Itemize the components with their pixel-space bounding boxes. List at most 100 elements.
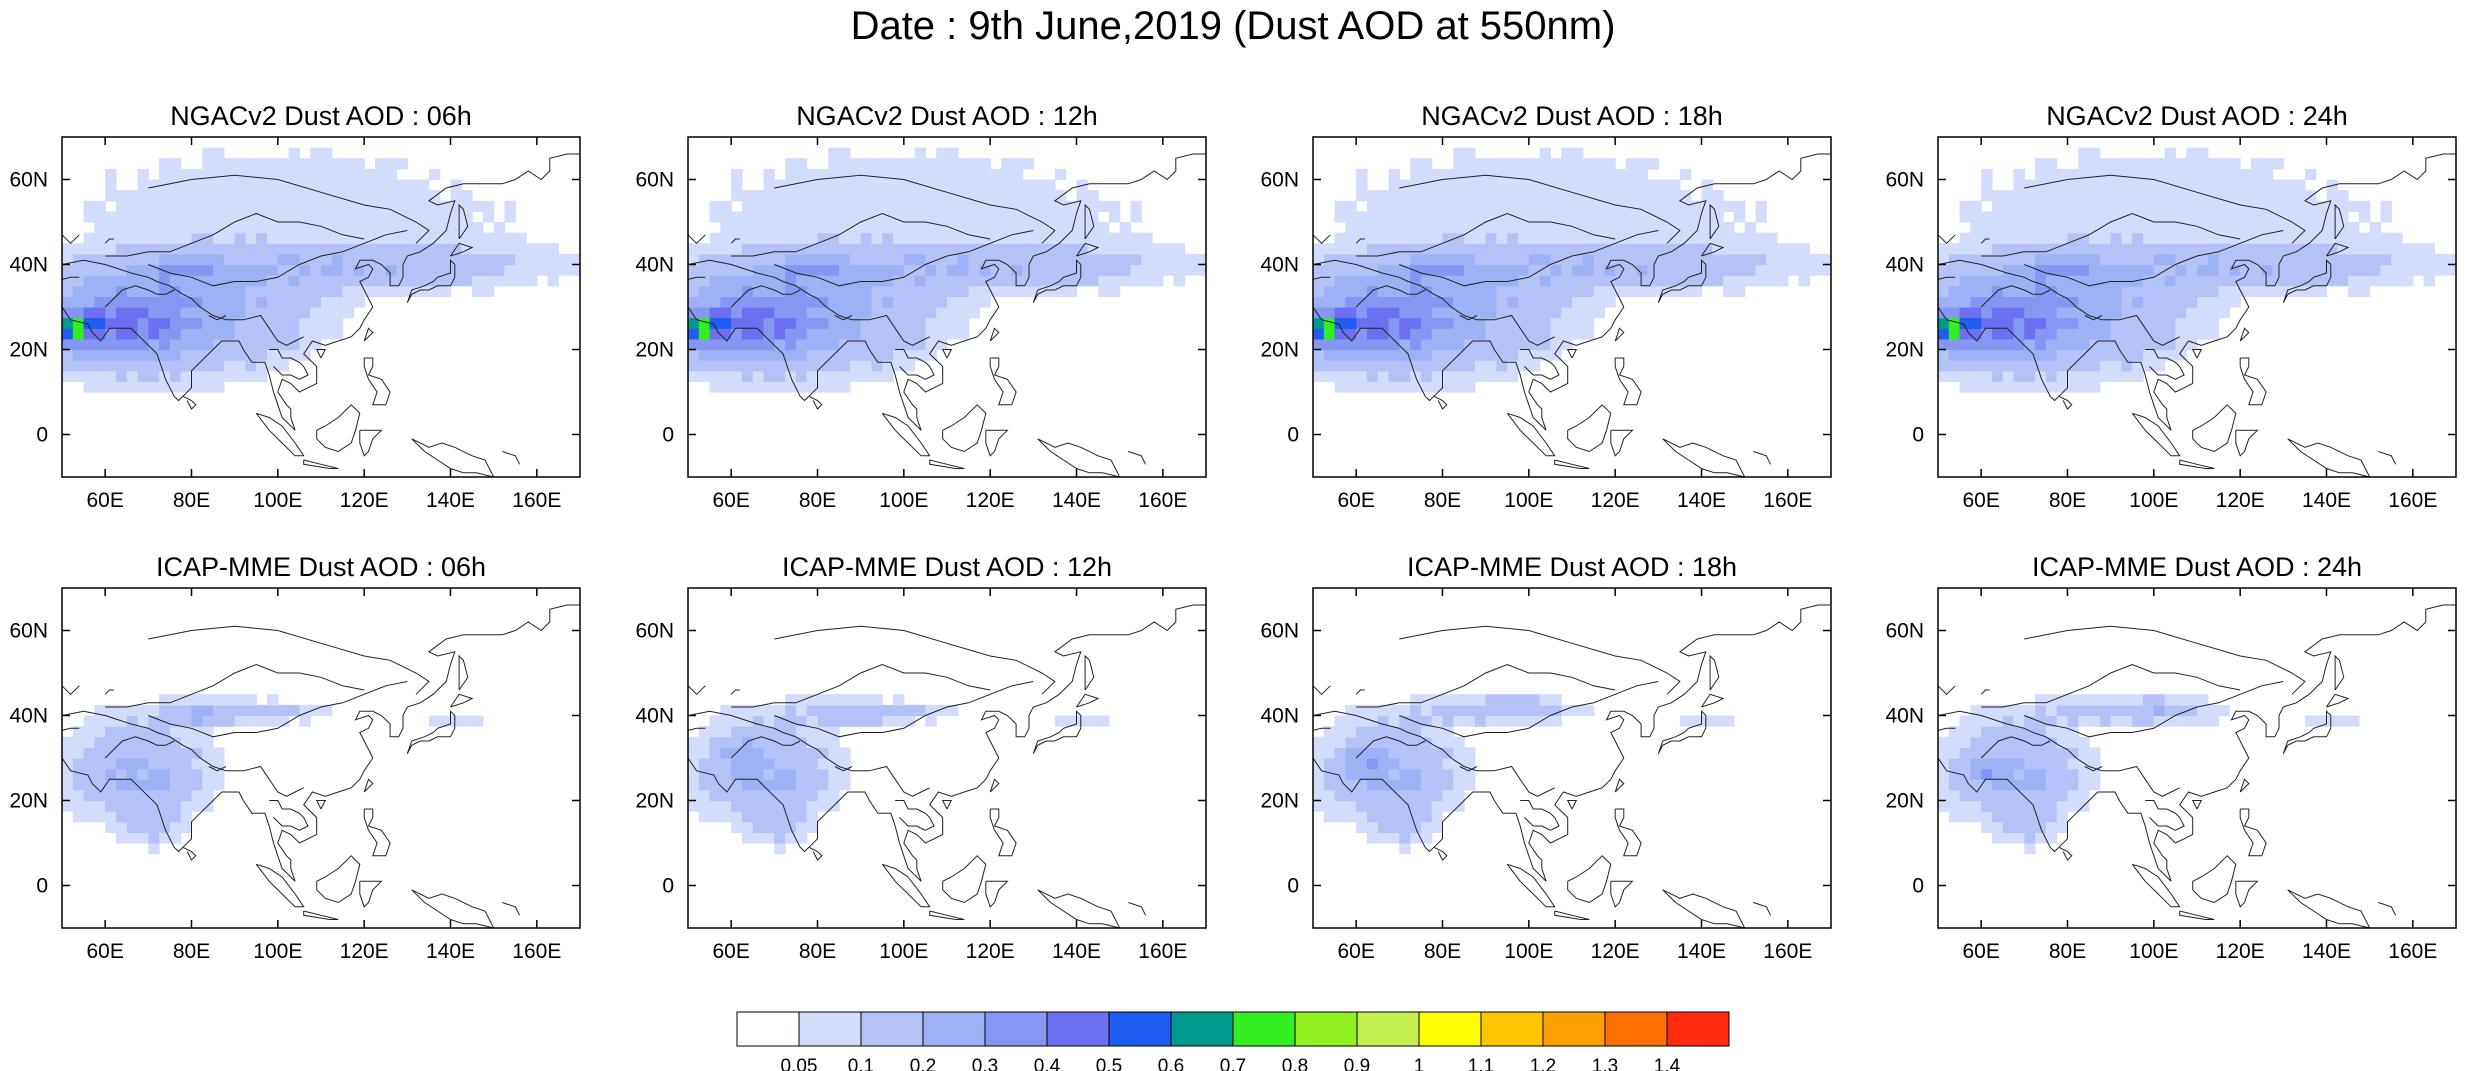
aod-cell [914, 307, 927, 319]
aod-cell [159, 381, 171, 393]
aod-cell [2056, 821, 2069, 833]
aod-cell [1572, 179, 1584, 191]
aod-cell [472, 200, 484, 212]
aod-cell [860, 222, 873, 234]
aod-cell [688, 768, 700, 780]
aod-cell [968, 232, 980, 244]
aod-cell [169, 275, 182, 287]
aod-cell [1420, 328, 1433, 340]
aod-cell [806, 736, 819, 748]
aod-cell [321, 328, 333, 340]
aod-cell [1496, 349, 1508, 361]
aod-cell [1410, 779, 1422, 791]
aod-cell [256, 243, 268, 255]
aod-cell [1054, 253, 1067, 266]
aod-cell [1981, 758, 1993, 770]
aod-cell [1561, 328, 1573, 340]
aod-cell [2045, 726, 2058, 738]
aod-cell [213, 307, 225, 319]
aod-cell [2153, 158, 2166, 170]
aod-cell [1345, 768, 1357, 780]
aod-cell [2002, 232, 2015, 244]
aod-cell [310, 328, 322, 340]
aod-cell [396, 285, 408, 297]
coastline [1313, 710, 1555, 797]
aod-cell [709, 779, 721, 791]
aod-cell [752, 789, 765, 802]
aod-cell [1313, 296, 1325, 308]
aod-cell [2121, 370, 2133, 382]
aod-cell [720, 243, 732, 255]
aod-cell [1959, 200, 1971, 212]
aod-cell [2089, 349, 2101, 361]
aod-cell [2024, 704, 2036, 717]
aod-cell [83, 338, 95, 351]
aod-cell [957, 243, 970, 255]
aod-cell [256, 296, 268, 308]
aod-cell [94, 736, 106, 748]
aod-cell [1539, 328, 1552, 340]
aod-cell [688, 317, 700, 329]
aod-cell [1388, 800, 1400, 812]
aod-cell [806, 253, 819, 266]
aod-cell [1561, 704, 1573, 717]
aod-cell [2121, 317, 2133, 329]
aod-cell [137, 168, 149, 181]
coastline [1313, 153, 1831, 431]
aod-cell [1615, 222, 1627, 234]
aod-cell [1366, 200, 1379, 212]
aod-cell [795, 264, 808, 276]
aod-cell [180, 296, 193, 308]
aod-cell [2261, 285, 2274, 297]
aod-cell [213, 190, 225, 202]
aod-cell [2035, 158, 2047, 170]
aod-cell [774, 222, 786, 234]
aod-cell [1991, 328, 2004, 340]
aod-cell [925, 158, 937, 170]
aod-cell [2013, 338, 2025, 351]
aod-cell [213, 779, 225, 791]
aod-cell [2089, 370, 2101, 382]
lat-tick-label: 20N [1260, 790, 1299, 813]
aod-cell [709, 349, 721, 361]
aod-cell [159, 253, 171, 266]
coastlines [1313, 153, 1831, 477]
aod-cell [1313, 307, 1325, 319]
aod-cell [310, 243, 322, 255]
aod-cell [331, 307, 344, 319]
aod-cell [267, 211, 279, 223]
aod-cell [482, 253, 495, 266]
lon-tick-label: 120E [340, 940, 389, 963]
aod-cell [990, 253, 1002, 266]
aod-cell [1582, 222, 1595, 234]
aod-cell [1420, 211, 1433, 223]
aod-cell [1991, 317, 2004, 329]
aod-cell [1991, 747, 2004, 759]
aod-cell [1604, 158, 1616, 170]
aod-cell [2207, 222, 2220, 234]
aod-cell [299, 285, 311, 297]
aod-cell [1054, 243, 1067, 255]
aod-cell [2218, 264, 2230, 276]
aod-cell [871, 168, 883, 181]
aod-cell [2002, 832, 2015, 844]
aod-cell [1410, 747, 1422, 759]
aod-cell [1582, 317, 1595, 329]
aod-cell [2315, 264, 2328, 276]
aod-cell [1948, 800, 1961, 812]
aod-cell [2337, 264, 2349, 276]
aod-cell [2250, 158, 2263, 170]
aod-cell [234, 307, 247, 319]
aod-cell [1388, 349, 1400, 361]
aod-cell [2164, 349, 2177, 361]
aod-cell [785, 296, 797, 308]
aod-cell [1496, 253, 1508, 266]
aod-cell [213, 179, 225, 191]
aod-cell [1948, 338, 1961, 351]
aod-cell [191, 370, 203, 382]
aod-cell [1388, 275, 1400, 287]
aod-cell [720, 222, 732, 234]
aod-cell [1431, 222, 1444, 234]
aod-cell [1991, 811, 2004, 823]
coastline [148, 230, 408, 287]
